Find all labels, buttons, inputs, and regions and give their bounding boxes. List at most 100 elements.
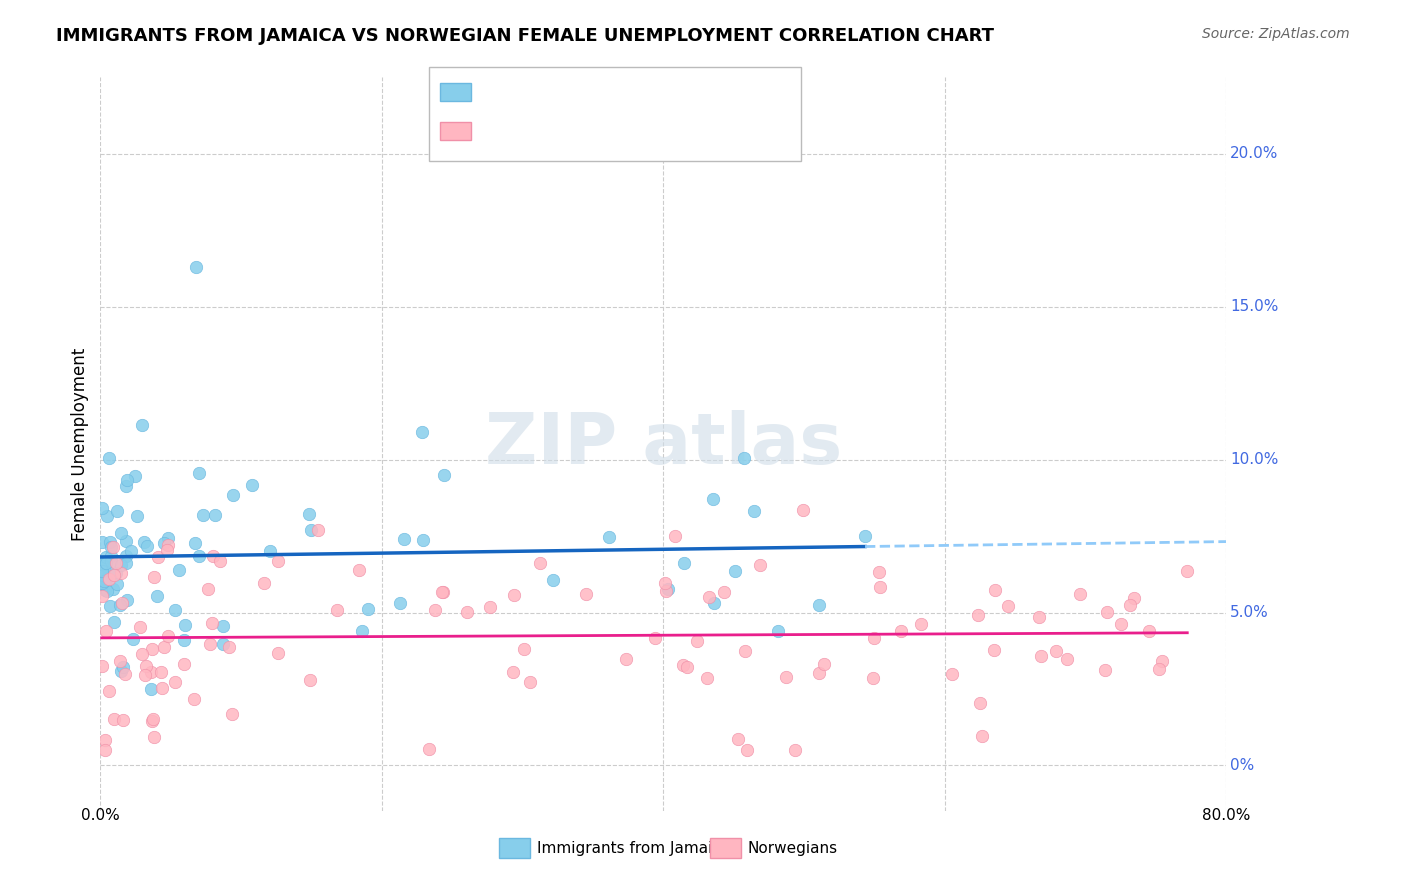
Text: IMMIGRANTS FROM JAMAICA VS NORWEGIAN FEMALE UNEMPLOYMENT CORRELATION CHART: IMMIGRANTS FROM JAMAICA VS NORWEGIAN FEM…	[56, 27, 994, 45]
Point	[432, 584, 454, 599]
Point	[105, 566, 128, 581]
Point	[654, 575, 676, 590]
Point	[156, 531, 179, 545]
Point	[969, 696, 991, 710]
Point	[1175, 564, 1198, 578]
Point	[350, 624, 373, 639]
Text: R =: R =	[479, 85, 513, 99]
Text: Source: ZipAtlas.com: Source: ZipAtlas.com	[1202, 27, 1350, 41]
Point	[107, 504, 129, 518]
Point	[1095, 605, 1118, 619]
Point	[184, 260, 207, 274]
Point	[134, 667, 156, 681]
Point	[98, 683, 121, 698]
Point	[983, 643, 1005, 657]
Point	[108, 654, 131, 668]
Point	[727, 731, 749, 746]
Point	[156, 543, 179, 558]
Point	[783, 743, 806, 757]
Point	[94, 573, 117, 587]
Point	[208, 553, 231, 567]
Point	[240, 478, 263, 492]
Point	[115, 592, 138, 607]
Point	[103, 615, 125, 630]
Point	[984, 583, 1007, 598]
Point	[163, 603, 186, 617]
Text: 0.0%: 0.0%	[82, 808, 120, 823]
Point	[1109, 617, 1132, 632]
Point	[742, 504, 765, 518]
Point	[188, 466, 211, 480]
Point	[110, 558, 132, 573]
Point	[120, 544, 142, 558]
Point	[696, 672, 718, 686]
Point	[131, 647, 153, 661]
Point	[1137, 624, 1160, 639]
Text: 0.142: 0.142	[524, 85, 572, 99]
Point	[148, 549, 170, 564]
Point	[616, 652, 638, 666]
Point	[298, 673, 321, 688]
Point	[111, 713, 134, 727]
Point	[198, 637, 221, 651]
Point	[1056, 651, 1078, 665]
Point	[792, 503, 814, 517]
Point	[411, 425, 433, 439]
Point	[349, 563, 371, 577]
Point	[110, 596, 132, 610]
Point	[702, 492, 724, 507]
Point	[101, 540, 124, 554]
Point	[775, 670, 797, 684]
Point	[135, 539, 157, 553]
Point	[94, 549, 117, 564]
Point	[412, 533, 434, 547]
Point	[163, 675, 186, 690]
Point	[201, 615, 224, 630]
Point	[157, 629, 180, 643]
Point	[135, 659, 157, 673]
Point	[1029, 649, 1052, 664]
Point	[97, 450, 120, 465]
Point	[997, 599, 1019, 614]
Point	[713, 585, 735, 599]
Point	[686, 634, 709, 648]
Point	[672, 658, 695, 673]
Point	[697, 590, 720, 604]
Point	[853, 529, 876, 543]
Point	[326, 603, 349, 617]
Point	[808, 599, 831, 613]
Text: Immigrants from Jamaica: Immigrants from Jamaica	[537, 841, 730, 855]
Point	[644, 631, 666, 645]
Point	[766, 624, 789, 638]
Point	[96, 583, 118, 598]
Point	[173, 657, 195, 671]
Point	[657, 582, 679, 596]
Point	[807, 666, 830, 681]
Point	[529, 556, 551, 570]
Text: Norwegians: Norwegians	[748, 841, 838, 855]
Point	[98, 572, 121, 586]
Y-axis label: Female Unemployment: Female Unemployment	[72, 348, 89, 541]
Point	[173, 632, 195, 647]
Point	[502, 588, 524, 602]
Point	[598, 530, 620, 544]
Point	[100, 541, 122, 555]
Point	[103, 712, 125, 726]
Point	[152, 536, 174, 550]
Text: 20.0%: 20.0%	[1230, 146, 1278, 161]
Point	[502, 665, 524, 679]
Point	[218, 640, 240, 655]
Point	[114, 549, 136, 563]
Point	[96, 509, 118, 524]
Point	[91, 576, 114, 591]
Point	[519, 674, 541, 689]
Point	[111, 660, 134, 674]
Text: N =: N =	[583, 124, 617, 138]
Point	[115, 479, 138, 493]
Point	[115, 556, 138, 570]
Point	[418, 741, 440, 756]
Point	[150, 681, 173, 695]
Point	[513, 642, 536, 657]
Point	[253, 575, 276, 590]
Point	[110, 526, 132, 541]
